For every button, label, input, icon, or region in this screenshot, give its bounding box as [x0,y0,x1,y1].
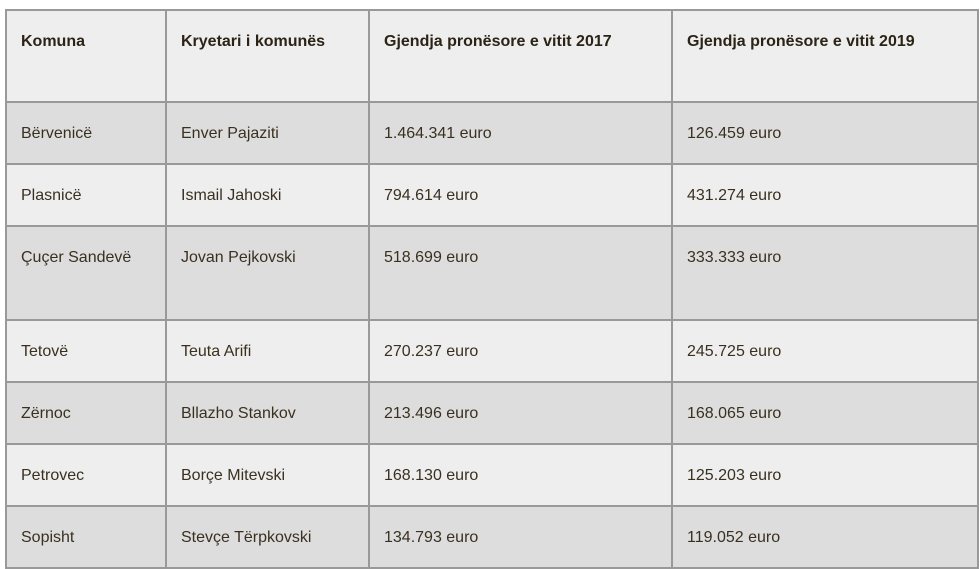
header-assets-2019: Gjendja pronësore e vitit 2019 [671,9,979,103]
cell-municipality: Çuçer Sandevë [5,225,167,321]
cell-assets-2019: 168.065 euro [671,381,979,445]
cell-municipality: Plasnicë [5,163,167,227]
cell-mayor: Borçe Mitevski [165,443,370,507]
table-row: Petrovec Borçe Mitevski 168.130 euro 125… [5,443,979,507]
cell-mayor: Bllazho Stankov [165,381,370,445]
cell-municipality: Sopisht [5,505,167,569]
cell-assets-2017: 518.699 euro [368,225,673,321]
table-row: Bërvenicë Enver Pajaziti 1.464.341 euro … [5,101,979,165]
municipality-assets-table: Komuna Kryetari i komunës Gjendja pronës… [5,9,979,569]
cell-assets-2019: 125.203 euro [671,443,979,507]
table-row: Zërnoc Bllazho Stankov 213.496 euro 168.… [5,381,979,445]
table-row: Sopisht Stevçe Tërpkovski 134.793 euro 1… [5,505,979,569]
table-row: Tetovë Teuta Arifi 270.237 euro 245.725 … [5,319,979,383]
cell-mayor: Jovan Pejkovski [165,225,370,321]
cell-municipality: Petrovec [5,443,167,507]
cell-mayor: Enver Pajaziti [165,101,370,165]
cell-assets-2017: 1.464.341 euro [368,101,673,165]
cell-mayor: Stevçe Tërpkovski [165,505,370,569]
cell-municipality: Zërnoc [5,381,167,445]
cell-assets-2017: 794.614 euro [368,163,673,227]
cell-municipality: Bërvenicë [5,101,167,165]
header-assets-2017: Gjendja pronësore e vitit 2017 [368,9,673,103]
cell-mayor: Teuta Arifi [165,319,370,383]
cell-assets-2017: 213.496 euro [368,381,673,445]
cell-assets-2019: 245.725 euro [671,319,979,383]
cell-assets-2019: 333.333 euro [671,225,979,321]
cell-assets-2017: 134.793 euro [368,505,673,569]
table-header-row: Komuna Kryetari i komunës Gjendja pronës… [5,9,979,103]
table-row: Çuçer Sandevë Jovan Pejkovski 518.699 eu… [5,225,979,321]
table-row: Plasnicë Ismail Jahoski 794.614 euro 431… [5,163,979,227]
cell-municipality: Tetovë [5,319,167,383]
header-mayor: Kryetari i komunës [165,9,370,103]
header-municipality: Komuna [5,9,167,103]
cell-assets-2019: 119.052 euro [671,505,979,569]
cell-mayor: Ismail Jahoski [165,163,370,227]
cell-assets-2019: 126.459 euro [671,101,979,165]
cell-assets-2017: 168.130 euro [368,443,673,507]
cell-assets-2017: 270.237 euro [368,319,673,383]
cell-assets-2019: 431.274 euro [671,163,979,227]
